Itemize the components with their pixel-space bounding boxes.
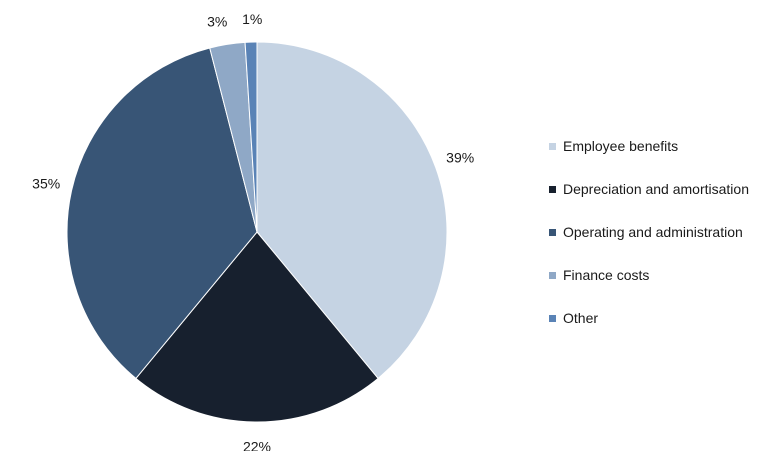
pie-label-finance-costs: 3% bbox=[207, 13, 227, 29]
legend-item-depreciation-and-amortisation: Depreciation and amortisation bbox=[549, 180, 749, 198]
legend-swatch bbox=[549, 271, 556, 279]
legend-label: Depreciation and amortisation bbox=[563, 181, 749, 197]
legend-swatch bbox=[549, 185, 556, 193]
pie-slice-employee-benefits bbox=[256, 41, 448, 380]
legend-item-operating-and-administration: Operating and administration bbox=[549, 223, 749, 241]
pie-slice-depreciation-and-amortisation bbox=[135, 231, 379, 423]
pie-slice-other bbox=[244, 41, 258, 233]
pie-slice-operating-and-administration bbox=[66, 47, 258, 380]
pie-label-operating-and-administration: 35% bbox=[32, 176, 60, 192]
legend-label: Operating and administration bbox=[563, 224, 743, 240]
pie-label-employee-benefits: 39% bbox=[446, 150, 474, 166]
legend-swatch bbox=[549, 142, 556, 150]
legend-swatch bbox=[549, 314, 556, 322]
pie-slices bbox=[66, 41, 448, 423]
legend-item-other: Other bbox=[549, 309, 749, 327]
pie-data-labels: 39% 22% 35% 3% 1% bbox=[32, 11, 474, 451]
legend-swatch bbox=[549, 228, 556, 236]
pie-label-depreciation-and-amortisation: 22% bbox=[243, 439, 271, 451]
legend-label: Other bbox=[563, 310, 599, 326]
pie-label-other: 1% bbox=[242, 11, 262, 27]
legend-label: Employee benefits bbox=[563, 138, 679, 154]
legend-item-employee-benefits: Employee benefits bbox=[549, 137, 749, 155]
legend-label: Finance costs bbox=[563, 267, 650, 283]
legend-item-finance-costs: Finance costs bbox=[549, 266, 749, 284]
legend: Employee benefits Depreciation and amort… bbox=[549, 137, 749, 352]
